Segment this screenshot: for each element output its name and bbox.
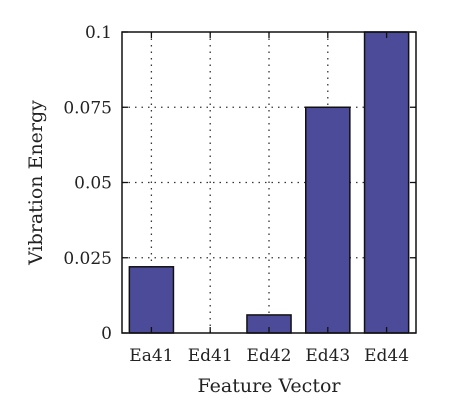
y-tick-label: 0.05: [74, 174, 112, 194]
bar-ea41: [128, 266, 175, 334]
y-tick-label: 0: [101, 324, 112, 344]
y-tick-label: 0.1: [85, 23, 112, 43]
x-tick-label: Ea41: [129, 346, 173, 366]
y-ticks: 0 0.025 0.05 0.075 0.1: [63, 23, 416, 344]
bar-ed44: [363, 31, 410, 334]
x-tick-label: Ed41: [188, 346, 233, 366]
y-tick-label: 0.075: [63, 98, 112, 118]
x-ticks: Ea41 Ed41 Ed42 Ed43 Ed44: [129, 32, 409, 366]
x-axis-label: Feature Vector: [198, 375, 342, 397]
y-tick-label: 0.025: [63, 249, 112, 269]
y-axis-label: Vibration Energy: [25, 100, 47, 266]
bar-ed43: [305, 106, 351, 334]
x-tick-label: Ed44: [364, 346, 409, 366]
x-tick-label: Ed42: [247, 346, 292, 366]
x-tick-label: Ed43: [305, 346, 350, 366]
